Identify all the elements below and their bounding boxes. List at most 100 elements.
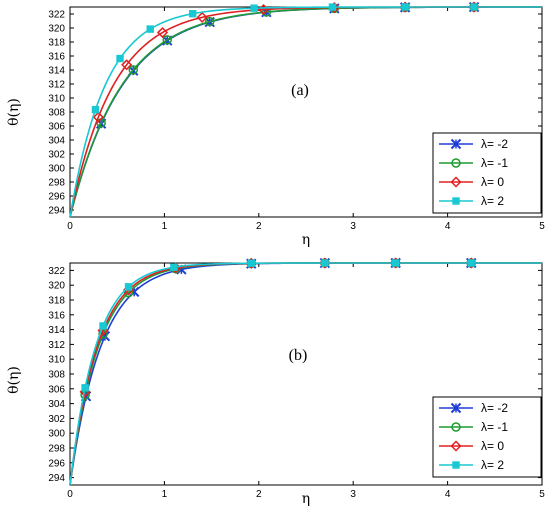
- legend-label: λ= 0: [481, 175, 504, 189]
- legend-marker: [450, 402, 462, 414]
- data-point: [81, 384, 89, 392]
- y-tick-label: 298: [48, 444, 65, 455]
- legend-label: λ= -1: [481, 156, 508, 170]
- legend-item: λ= -1: [439, 156, 508, 170]
- legend-item: λ= -2: [439, 137, 508, 151]
- y-tick-label: 304: [48, 136, 65, 147]
- y-tick-label: 298: [48, 178, 65, 189]
- legend-marker: [452, 461, 460, 469]
- y-tick-label: 322: [48, 266, 65, 277]
- chart-panel-b: (b) θ(η) η 0 1 2 3 4 5 294 296 298 300 302 304 306 30…: [6, 257, 545, 507]
- legend-marker: [452, 197, 460, 205]
- y-tick-label: 316: [48, 52, 65, 63]
- legend-marker: [450, 138, 462, 150]
- x-tick-label: 1: [162, 489, 168, 500]
- data-point: [470, 3, 478, 11]
- y-tick-label: 312: [48, 80, 65, 91]
- data-point: [401, 3, 409, 11]
- data-point: [170, 263, 178, 271]
- data-point: [391, 259, 400, 267]
- legend-marker: [451, 158, 461, 168]
- data-point: [196, 11, 208, 23]
- data-point: [156, 26, 169, 39]
- data-point: [204, 16, 215, 27]
- legend: λ= -2 λ= -1 λ= 0 λ= 2: [432, 132, 542, 214]
- y-tick-label: 306: [48, 384, 65, 395]
- legend-label: λ= -2: [481, 137, 508, 151]
- x-tick-label: 1: [162, 221, 168, 232]
- legend-item: λ= 0: [439, 439, 504, 453]
- data-point: [247, 259, 255, 267]
- data-point: [162, 35, 172, 45]
- y-tick-label: 314: [48, 325, 65, 336]
- data-point: [99, 322, 107, 330]
- x-tick-label: 0: [67, 489, 73, 500]
- y-tick-label: 310: [48, 355, 65, 366]
- legend-box: [432, 132, 542, 214]
- legend-item: λ= -2: [439, 401, 508, 415]
- legend-label: λ= 2: [481, 194, 504, 208]
- panel-label: (a): [291, 82, 309, 99]
- legend-label: λ= -2: [481, 401, 508, 415]
- y-tick-label: 306: [48, 122, 65, 133]
- y-tick-label: 308: [48, 108, 65, 119]
- legend-item: λ= -1: [439, 420, 508, 434]
- x-tick-label: 4: [445, 221, 451, 232]
- x-tick-label: 3: [350, 221, 356, 232]
- x-tick-label: 4: [445, 489, 451, 500]
- y-tick-label: 320: [48, 281, 65, 292]
- legend-marker: [450, 440, 462, 452]
- legend-item: λ= 2: [439, 458, 504, 472]
- data-point: [91, 105, 100, 114]
- y-tick-label: 302: [48, 414, 65, 425]
- y-tick-label: 320: [48, 24, 65, 35]
- y-tick-label: 308: [48, 370, 65, 381]
- y-tick-label: 316: [48, 310, 65, 321]
- legend: λ= -2 λ= -1 λ= 0 λ= 2: [432, 396, 542, 478]
- y-tick-label: 296: [48, 458, 65, 469]
- x-tick-label: 5: [539, 221, 545, 232]
- ticks: 0 1 2 3 4 5 294 296 298 300 302 304 306 308 310 312 314 3…: [48, 7, 545, 232]
- data-point: [121, 59, 133, 71]
- chart-panel-a: (a) θ(η) η 0 1 2 3 4 5 294 296 298 300 302 304 306 30…: [6, 1, 545, 248]
- data-point: [189, 10, 197, 18]
- y-tick-label: 322: [48, 10, 65, 21]
- series-layer: [69, 1, 542, 218]
- series-line-4: [69, 262, 542, 486]
- y-tick-label: 310: [48, 94, 65, 105]
- y-tick-label: 304: [48, 399, 65, 410]
- legend-item: λ= 2: [439, 194, 504, 208]
- legend-label: λ= 0: [481, 439, 504, 453]
- y-tick-label: 300: [48, 429, 65, 440]
- data-point: [116, 54, 124, 63]
- y-tick-label: 294: [48, 206, 65, 217]
- x-tick-label: 3: [350, 489, 356, 500]
- legend-box: [432, 396, 542, 478]
- y-tick-label: 294: [48, 473, 65, 484]
- panel-label: (b): [289, 347, 308, 364]
- legend-marker: [451, 422, 461, 432]
- x-tick-label: 2: [256, 221, 262, 232]
- data-point: [467, 259, 475, 267]
- data-point: [124, 283, 133, 291]
- x-tick-label: 2: [256, 489, 262, 500]
- y-tick-label: 318: [48, 38, 65, 49]
- y-axis-label: θ(η): [6, 98, 22, 126]
- x-tick-label: 0: [67, 221, 73, 232]
- data-point: [146, 25, 154, 33]
- y-tick-label: 318: [48, 296, 65, 307]
- data-point: [328, 3, 337, 11]
- y-tick-label: 302: [48, 150, 65, 161]
- x-axis-label: η: [302, 232, 310, 248]
- y-tick-label: 314: [48, 66, 65, 77]
- data-point: [92, 111, 104, 123]
- x-tick-label: 5: [539, 489, 545, 500]
- y-tick-label: 300: [48, 164, 65, 175]
- ticks: 0 1 2 3 4 5 294 296 298 300 302 304 306 308 310 312 314 3…: [48, 263, 545, 500]
- y-tick-label: 296: [48, 192, 65, 203]
- x-axis-label: η: [302, 491, 310, 507]
- legend-label: λ= -1: [481, 420, 508, 434]
- series-layer: [69, 257, 542, 486]
- legend-item: λ= 0: [439, 175, 504, 189]
